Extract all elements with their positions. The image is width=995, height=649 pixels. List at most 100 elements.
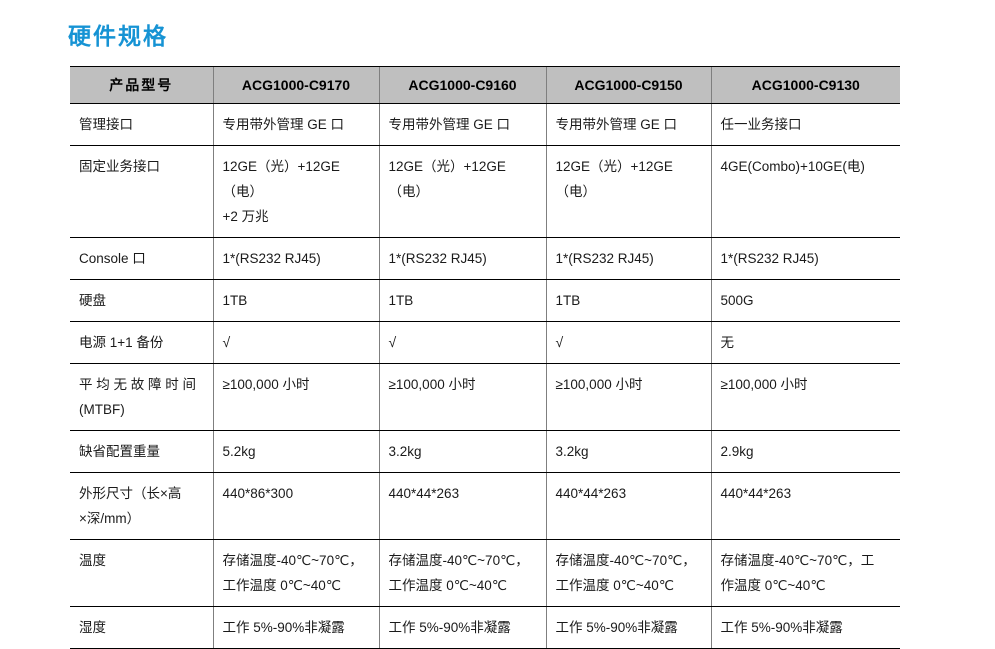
- table-row: 湿度 工作 5%-90%非凝露 工作 5%-90%非凝露 工作 5%-90%非凝露 工作…: [70, 606, 900, 649]
- cell-line: 存储温度-40℃~70℃，: [222, 553, 363, 568]
- column-header-c9130: ACG1000-C9130: [710, 66, 900, 104]
- table-cell: 1TB: [545, 279, 711, 322]
- table-row: 平 均 无 故 障 时 间 (MTBF) ≥100,000 小时 ≥100,000 小…: [70, 363, 900, 431]
- table-row: 硬盘 1TB 1TB 1TB 500G: [70, 279, 900, 322]
- cell-line: 1*(RS232 RJ45): [555, 251, 654, 266]
- table-cell: ≥100,000 小时: [212, 363, 379, 431]
- cell-line: ≥100,000 小时: [555, 377, 643, 392]
- check-icon: √: [555, 334, 564, 350]
- cell-line: 440*44*263: [720, 486, 792, 501]
- column-header-c9150: ACG1000-C9150: [545, 66, 711, 104]
- cell-line: 3.2kg: [555, 444, 589, 459]
- table-cell: 12GE（光）+12GE（电）: [545, 145, 711, 238]
- cell-line: 1TB: [555, 293, 581, 308]
- row-label: 固定业务接口: [70, 145, 213, 238]
- table-cell: 存储温度-40℃~70℃，工作温度 0℃~40℃: [378, 539, 546, 607]
- cell-line: 工作 5%-90%非凝露: [388, 620, 511, 635]
- table-cell: 专用带外管理 GE 口: [545, 103, 711, 146]
- cell-line: 1TB: [388, 293, 414, 308]
- table-cell: 5.2kg: [212, 430, 379, 473]
- cell-line-spacer: [556, 204, 702, 229]
- table-cell: ≥100,000 小时: [545, 363, 711, 431]
- cell-line: 存储温度-40℃~70℃，工: [720, 553, 875, 568]
- table-cell: 工作 5%-90%非凝露: [212, 606, 379, 649]
- column-header-product-model: 产品型号: [70, 66, 213, 104]
- cell-line: 工作温度 0℃~40℃: [555, 578, 674, 593]
- row-label: 管理接口: [70, 103, 213, 146]
- cell-line: 4GE(Combo)+10GE(电): [720, 159, 865, 174]
- cell-line: +2 万兆: [222, 209, 269, 224]
- cell-line: 存储温度-40℃~70℃，: [555, 553, 696, 568]
- table-cell: 1TB: [378, 279, 546, 322]
- table-cell: 3.2kg: [545, 430, 711, 473]
- row-label: 外形尺寸（长×高 ×深/mm）: [70, 472, 213, 540]
- cell-line: 专用带外管理 GE 口: [388, 117, 511, 132]
- hardware-spec-table: 产品型号 ACG1000-C9170 ACG1000-C9160 ACG1000…: [70, 66, 900, 649]
- cell-line: 工作温度 0℃~40℃: [222, 578, 341, 593]
- table-cell: 3.2kg: [378, 430, 546, 473]
- table-cell: 500G: [710, 279, 900, 322]
- row-label-line: 电源 1+1 备份: [79, 335, 164, 350]
- table-cell: 无: [710, 321, 900, 364]
- cell-line-spacer: [389, 204, 537, 229]
- table-row: Console 口 1*(RS232 RJ45) 1*(RS232 RJ45) 1*(…: [70, 237, 900, 280]
- cell-line: ≥100,000 小时: [388, 377, 476, 392]
- table-cell: √: [545, 321, 711, 364]
- row-label: 电源 1+1 备份: [70, 321, 213, 364]
- cell-line: 工作 5%-90%非凝露: [720, 620, 843, 635]
- row-label: 缺省配置重量: [70, 430, 213, 473]
- row-label-line: ×深/mm）: [79, 511, 141, 526]
- table-cell: 1*(RS232 RJ45): [212, 237, 379, 280]
- row-label: Console 口: [70, 237, 213, 280]
- row-label-line: (MTBF): [79, 402, 125, 417]
- table-row: 电源 1+1 备份 √ √ √ 无: [70, 321, 900, 364]
- cell-line: 无: [720, 335, 735, 350]
- cell-line: ≥100,000 小时: [222, 377, 310, 392]
- cell-line: 12GE（光）+12GE（电）: [222, 159, 340, 199]
- cell-line: 440*86*300: [222, 486, 294, 501]
- cell-line: 440*44*263: [388, 486, 460, 501]
- cell-line: 工作 5%-90%非凝露: [555, 620, 678, 635]
- table-body: 管理接口 专用带外管理 GE 口 专用带外管理 GE 口 专用带外管理 GE 口 任一业…: [70, 103, 900, 649]
- cell-line: 1*(RS232 RJ45): [222, 251, 321, 266]
- cell-line: 工作温度 0℃~40℃: [388, 578, 507, 593]
- table-cell: 4GE(Combo)+10GE(电): [710, 145, 900, 238]
- cell-line: 12GE（光）+12GE（电）: [388, 159, 506, 199]
- cell-line: 12GE（光）+12GE（电）: [555, 159, 673, 199]
- row-label: 平 均 无 故 障 时 间 (MTBF): [70, 363, 213, 431]
- cell-line: 1TB: [222, 293, 248, 308]
- table-cell: 专用带外管理 GE 口: [378, 103, 546, 146]
- table-row: 固定业务接口 12GE（光）+12GE（电） +2 万兆 12GE（光）+12GE（电…: [70, 145, 900, 238]
- row-label-line: 平 均 无 故 障 时 间: [79, 377, 197, 392]
- row-label-line: 硬盘: [79, 293, 106, 308]
- spec-table-container: 产品型号 ACG1000-C9170 ACG1000-C9160 ACG1000…: [70, 66, 900, 649]
- cell-line: 500G: [720, 293, 754, 308]
- cell-line: 1*(RS232 RJ45): [720, 251, 819, 266]
- table-cell: 存储温度-40℃~70℃，工作温度 0℃~40℃: [710, 539, 900, 607]
- cell-line: ≥100,000 小时: [720, 377, 808, 392]
- table-row: 温度 存储温度-40℃~70℃， 工作温度 0℃~40℃ 存储温度-40℃~70℃，工…: [70, 539, 900, 607]
- table-cell: 工作 5%-90%非凝露: [378, 606, 546, 649]
- column-header-c9170: ACG1000-C9170: [212, 66, 379, 104]
- row-label-line: 管理接口: [79, 117, 133, 132]
- table-header-row: 产品型号 ACG1000-C9170 ACG1000-C9160 ACG1000…: [70, 66, 900, 104]
- table-cell: 1*(RS232 RJ45): [545, 237, 711, 280]
- table-cell: 工作 5%-90%非凝露: [710, 606, 900, 649]
- table-cell: 专用带外管理 GE 口: [212, 103, 379, 146]
- table-cell: √: [212, 321, 379, 364]
- cell-line: 专用带外管理 GE 口: [222, 117, 345, 132]
- table-cell: 1*(RS232 RJ45): [378, 237, 546, 280]
- row-label-line: 温度: [79, 553, 106, 568]
- row-label-line: 缺省配置重量: [79, 444, 160, 459]
- table-cell: 440*44*263: [378, 472, 546, 540]
- check-icon: √: [388, 334, 397, 350]
- table-cell: 存储温度-40℃~70℃， 工作温度 0℃~40℃: [545, 539, 711, 607]
- cell-line: 1*(RS232 RJ45): [388, 251, 487, 266]
- table-cell: 12GE（光）+12GE（电）: [378, 145, 546, 238]
- check-icon: √: [222, 334, 231, 350]
- cell-line: 3.2kg: [388, 444, 422, 459]
- row-label-line: 湿度: [79, 620, 106, 635]
- table-cell: 440*44*263: [710, 472, 900, 540]
- row-label-line: 外形尺寸（长×高: [79, 486, 182, 501]
- table-cell: 工作 5%-90%非凝露: [545, 606, 711, 649]
